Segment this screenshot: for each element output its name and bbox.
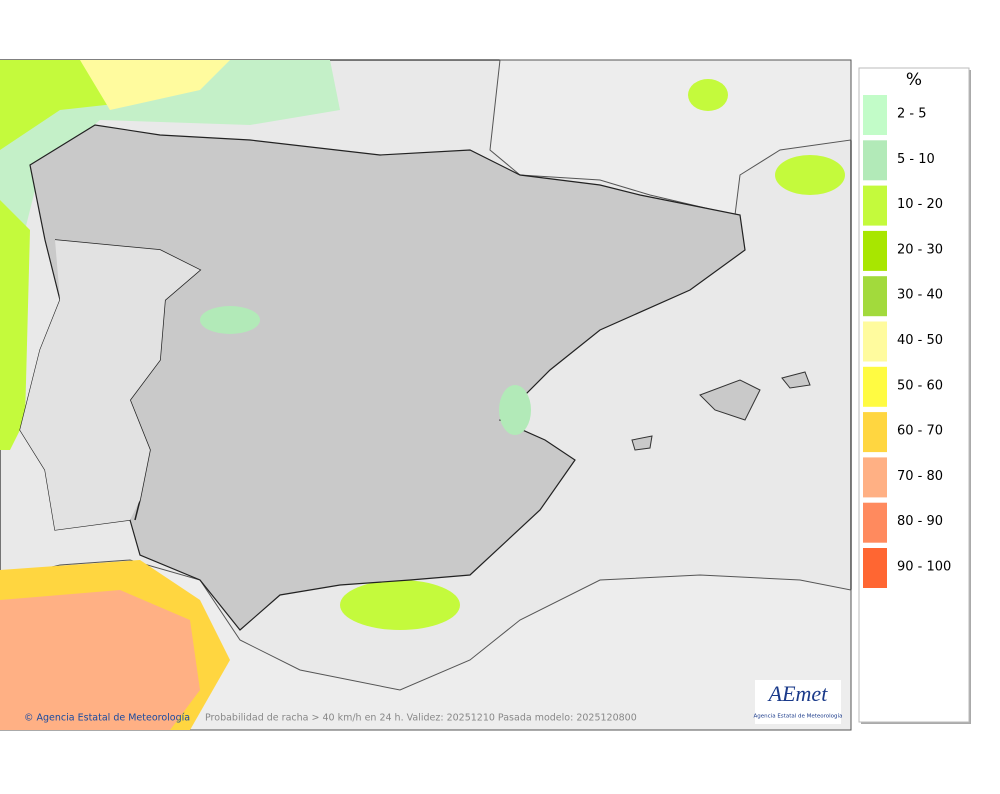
overlay <box>775 155 845 195</box>
credit: © Agencia Estatal de Meteorología <box>24 713 190 724</box>
legend-swatch <box>863 321 887 362</box>
logo-box <box>755 680 841 724</box>
legend-swatch <box>863 185 887 226</box>
legend-swatch <box>863 230 887 271</box>
legend-swatch <box>863 95 887 135</box>
overlay <box>80 60 230 110</box>
legend-title: % <box>906 70 922 90</box>
ibiza <box>631 435 653 451</box>
overlay <box>340 580 460 630</box>
overlay <box>688 79 728 111</box>
legend-label: 50 - 60 <box>897 378 943 393</box>
iberian-peninsula <box>19 124 746 631</box>
logo: AEmet <box>767 681 829 706</box>
legend-swatch <box>863 548 887 588</box>
legend-swatch <box>863 140 887 181</box>
map: © Agencia Estatal de Meteorología Probab… <box>0 59 852 731</box>
caption: Probabilidad de racha > 40 km/h en 24 h.… <box>205 713 637 724</box>
legend-swatch <box>863 457 887 498</box>
overlay <box>0 590 200 730</box>
legend-label: 90 - 100 <box>897 560 951 575</box>
legend-label: 20 - 30 <box>897 242 943 257</box>
legend-label: 2 - 5 <box>897 107 927 122</box>
legend-label: 10 - 20 <box>897 197 943 212</box>
legend-label: 30 - 40 <box>897 288 943 303</box>
legend-swatch <box>863 366 887 407</box>
legend-label: 5 - 10 <box>897 152 935 167</box>
legend-label: 80 - 90 <box>897 514 943 529</box>
menorca <box>781 371 811 389</box>
legend-label: 40 - 50 <box>897 333 943 348</box>
legend-label: 60 - 70 <box>897 424 943 439</box>
overlay <box>499 385 531 435</box>
legend-swatch <box>863 502 887 543</box>
legend-swatch <box>863 412 887 453</box>
portugal <box>20 240 200 530</box>
legend-swatch <box>863 276 887 317</box>
overlay <box>200 306 260 334</box>
legend: % 2 - 5 5 - 10 10 - 20 20 - 30 30 - 40 40 - 5… <box>858 67 971 724</box>
mallorca <box>699 379 761 421</box>
overlay <box>0 200 30 450</box>
logo-subtitle: Agencia Estatal de Meteorología <box>754 713 843 720</box>
legend-label: 70 - 80 <box>897 469 943 484</box>
